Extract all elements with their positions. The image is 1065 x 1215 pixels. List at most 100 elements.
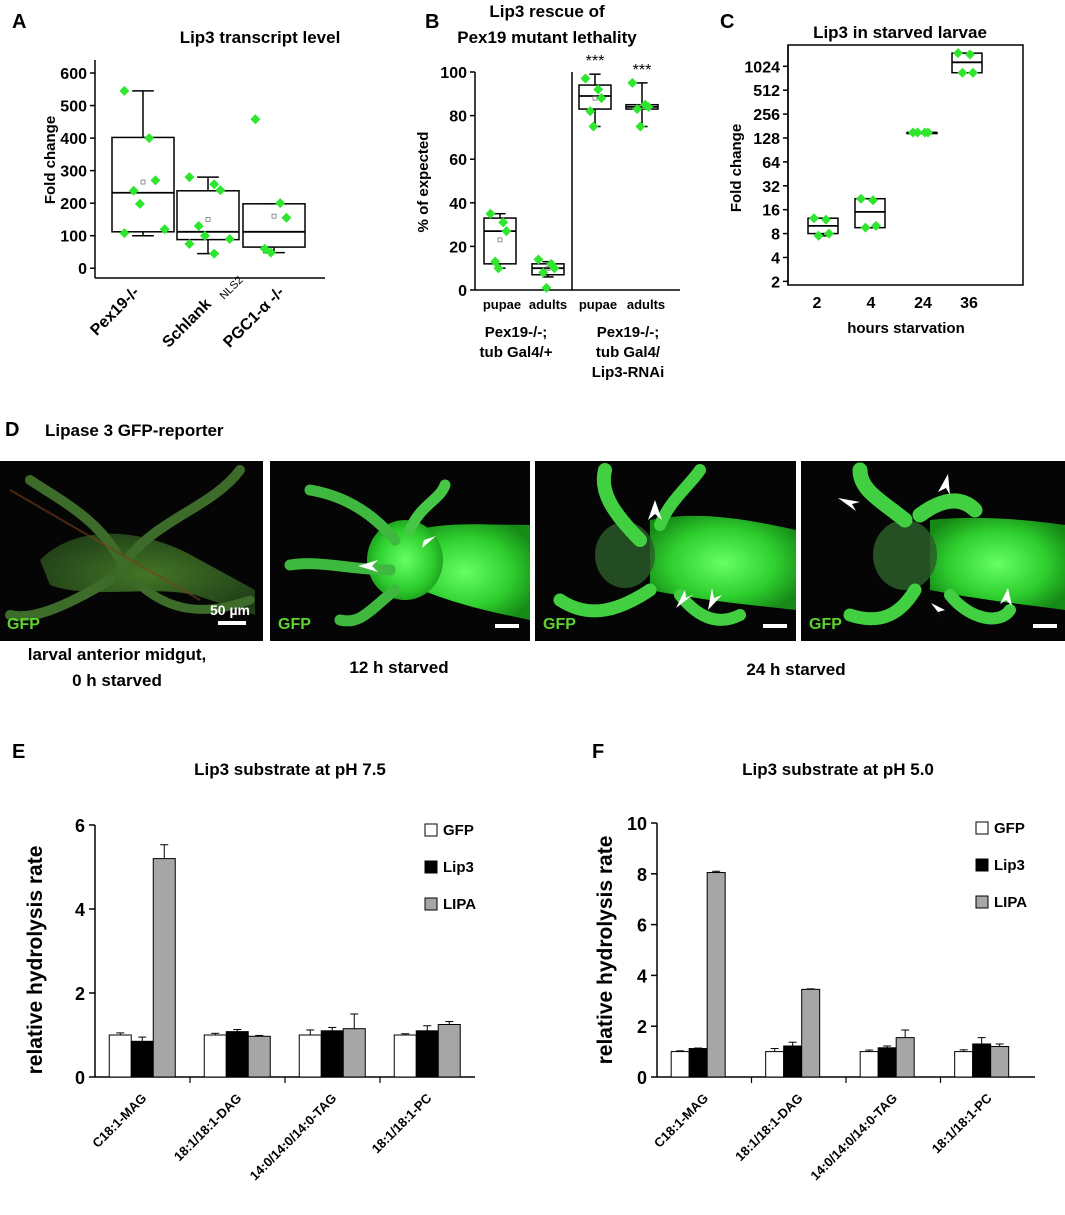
box-mean-marker (497, 237, 503, 243)
bar-gfp (298, 1034, 322, 1078)
data-point (259, 243, 270, 254)
box-mean-marker (140, 179, 146, 185)
x-category-label: 18:1/18:1-DAG (171, 1091, 244, 1164)
y-tick-label: 2 (771, 274, 780, 291)
chart-e-ylabel: relative hydrolysis rate (24, 846, 47, 1075)
significance-label: *** (633, 62, 652, 79)
x-category-label: 36 (960, 295, 978, 312)
data-point (541, 282, 552, 293)
y-tick-label: 64 (762, 155, 780, 172)
legend-swatch-lip3 (975, 858, 989, 872)
data-point (549, 263, 560, 274)
y-tick-label: 512 (753, 83, 780, 100)
data-point (533, 254, 544, 265)
data-point (119, 85, 130, 96)
x-category-label: 14:0/14:0/14:0-TAG (247, 1091, 340, 1184)
y-tick-label: 20 (449, 239, 467, 256)
legend-label: Lip3 (994, 857, 1025, 874)
box-mean-marker (271, 213, 277, 219)
data-point (485, 208, 496, 219)
bar-lip3 (783, 1045, 803, 1078)
legend-label: GFP (443, 822, 474, 839)
bar-lipa (247, 1035, 271, 1078)
bar-lipa (342, 1028, 366, 1078)
y-tick-label: 40 (449, 196, 467, 213)
y-tick-label: 16 (762, 203, 780, 220)
data-point (224, 233, 235, 244)
micrograph-12h-channel-label: GFP (278, 616, 311, 633)
chart-b-title-line1: Lip3 rescue of (489, 2, 605, 21)
data-point (632, 104, 643, 115)
x-category-label: adults (529, 297, 567, 312)
data-point (498, 217, 509, 228)
bar-lipa (152, 858, 176, 1078)
data-point (871, 220, 881, 231)
chart-b-title-line2: Pex19 mutant lethality (457, 28, 637, 47)
x-category-label: adults (627, 297, 665, 312)
legend-label: LIPA (443, 896, 476, 913)
chart-e-title: Lip3 substrate at pH 7.5 (194, 760, 386, 779)
data-point (250, 114, 261, 125)
data-point (813, 230, 824, 241)
chart-b-group1-line2: tub Gal4/+ (480, 344, 553, 361)
legend-label: Lip3 (443, 859, 474, 876)
data-point (593, 84, 604, 95)
significance-label: *** (586, 53, 605, 70)
data-point (501, 226, 512, 237)
data-point (184, 172, 195, 183)
panel-letter-d: D (5, 419, 19, 441)
caption-0h-line2: 0 h starved (72, 671, 162, 690)
y-tick-label: 6 (75, 816, 85, 836)
box (242, 203, 306, 248)
box (483, 217, 517, 265)
panel-d: Lipase 3 GFP-reporter GFP 50 µm GFP (0, 421, 1065, 690)
bar-gfp (765, 1051, 785, 1078)
data-point (193, 220, 204, 231)
x-category-label: 14:0/14:0/14:0-TAG (807, 1091, 900, 1184)
micrograph-0h: GFP 50 µm (0, 461, 263, 641)
y-tick-label: 32 (762, 179, 780, 196)
data-point (824, 228, 834, 239)
data-point (493, 263, 504, 274)
y-tick-label: 10 (627, 814, 647, 834)
x-category-label: pupae (579, 297, 617, 312)
y-tick-label: 0 (78, 261, 87, 278)
chart-f: Lip3 substrate at pH 5.0 relative hydrol… (594, 760, 1035, 1183)
data-point (159, 224, 170, 235)
bar-lip3 (320, 1030, 344, 1078)
data-point (128, 185, 139, 196)
panel-letter-b: B (425, 11, 439, 33)
caption-0h-line1: larval anterior midgut, (28, 645, 207, 664)
y-tick-label: 2 (637, 1017, 647, 1037)
bar-gfp (203, 1034, 227, 1078)
chart-b-group2-line2: tub Gal4/ (596, 344, 661, 361)
legend-swatch-gfp (975, 821, 989, 835)
bar-lipa (895, 1037, 915, 1078)
scale-bar-label: 50 µm (210, 602, 250, 618)
data-point (119, 228, 130, 239)
y-tick-label: 500 (60, 99, 87, 116)
data-point (184, 238, 195, 249)
data-point (150, 175, 161, 186)
panel-d-title: Lipase 3 GFP-reporter (45, 421, 224, 440)
y-tick-label: 100 (440, 65, 467, 82)
bar-lip3 (225, 1031, 249, 1078)
data-point (965, 49, 975, 60)
x-category-label: Schlank (159, 296, 214, 351)
x-category-label: 4 (867, 295, 876, 312)
legend-swatch-lip3 (424, 860, 438, 874)
y-tick-label: 128 (753, 131, 780, 148)
data-point (199, 230, 210, 241)
data-point (580, 73, 591, 84)
box (111, 136, 175, 233)
y-tick-label: 8 (637, 865, 647, 885)
legend-swatch-gfp (424, 823, 438, 837)
y-tick-label: 60 (449, 152, 467, 169)
data-point (209, 248, 220, 259)
data-point (134, 198, 145, 209)
data-point (953, 48, 963, 59)
bar-gfp (859, 1051, 879, 1078)
y-tick-label: 80 (449, 109, 467, 126)
data-point (209, 179, 220, 190)
bar-lip3 (688, 1048, 708, 1078)
